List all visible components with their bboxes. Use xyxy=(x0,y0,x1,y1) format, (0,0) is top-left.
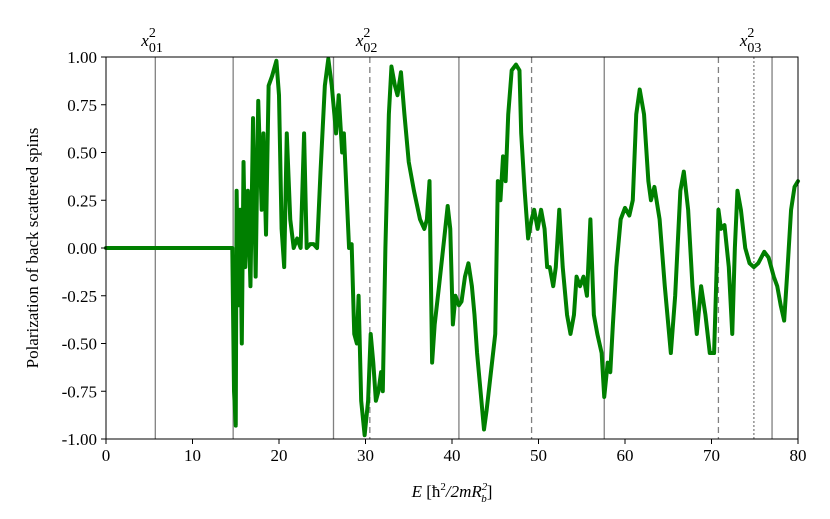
x-tick-label: 20 xyxy=(271,446,288,465)
annotation: x2 03 xyxy=(739,26,762,56)
y-tick-label: 0.50 xyxy=(67,144,97,163)
y-tick-label: -0.75 xyxy=(62,382,97,401)
x-label-part: E xyxy=(411,482,423,501)
x-tick-label: 40 xyxy=(444,446,461,465)
y-axis-label: Polarization of back scattered spins xyxy=(23,128,42,369)
y-tick-label: 0.00 xyxy=(67,239,97,258)
x-tick-label: 0 xyxy=(102,446,111,465)
annotation-sup: 2 xyxy=(363,26,370,41)
x-label-part: [ħ xyxy=(422,482,441,501)
y-tick-label: 1.00 xyxy=(67,48,97,67)
x-label-part: 2 xyxy=(482,481,488,493)
annotation-base: x xyxy=(140,31,149,50)
annotation-sup: 2 xyxy=(747,26,754,41)
x-tick-label: 80 xyxy=(790,446,807,465)
x-label-part: b xyxy=(481,493,487,505)
y-tick-label: -1.00 xyxy=(62,430,97,449)
x-tick-label: 50 xyxy=(530,446,547,465)
annotation-sub: 03 xyxy=(747,41,761,56)
x-axis-label: E [ħ2/2mR2 b] xyxy=(411,481,493,505)
x-tick-label: 10 xyxy=(184,446,201,465)
x-label-part: ] xyxy=(487,482,493,501)
x-label-part: /2mR xyxy=(445,482,483,501)
data-line xyxy=(104,56,800,438)
annotation-base: x xyxy=(355,31,364,50)
x-tick-label: 70 xyxy=(703,446,720,465)
y-tick-label: 0.25 xyxy=(67,191,97,210)
annotation-sup: 2 xyxy=(149,26,156,41)
annotation: x2 02 xyxy=(355,26,378,56)
x-tick-label: 60 xyxy=(617,446,634,465)
annotation-sub: 01 xyxy=(149,41,163,56)
y-tick-label: -0.50 xyxy=(62,335,97,354)
annotation-sub: 02 xyxy=(363,41,377,56)
y-tick-label: 0.75 xyxy=(67,96,97,115)
x-tick-label: 30 xyxy=(357,446,374,465)
annotation: x2 01 xyxy=(140,26,163,56)
annotation-base: x xyxy=(739,31,748,50)
y-tick-label: -0.25 xyxy=(62,287,97,306)
x-label-part: 2 xyxy=(440,481,446,493)
